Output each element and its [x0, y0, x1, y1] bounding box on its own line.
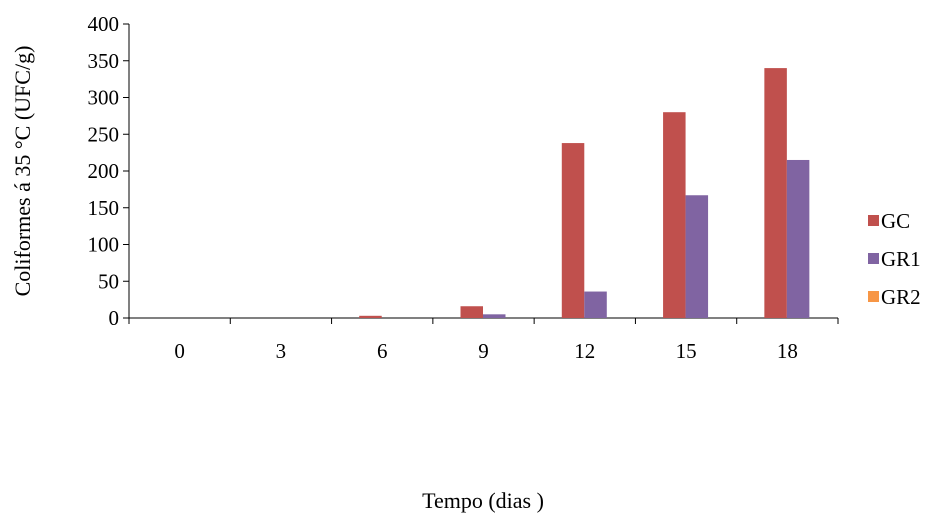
x-tick-label: 0: [174, 339, 185, 363]
legend-label-gr2: GR2: [881, 285, 921, 309]
x-tick-label: 18: [777, 339, 798, 363]
bar-gc-9: [460, 306, 483, 318]
bar-gr1-15: [685, 195, 709, 318]
axis-labels: Tempo (dias ) Coliformes á 35 °C (UFC/g): [10, 46, 544, 513]
y-tick-label: 0: [109, 306, 120, 330]
legend-swatch-gr1: [868, 253, 879, 264]
bar-gc-15: [663, 112, 686, 318]
bars: [359, 68, 810, 318]
y-tick-label: 100: [88, 233, 120, 257]
bar-gr1-18: [786, 159, 810, 318]
y-tick-label: 300: [88, 86, 120, 110]
legend-label-gr1: GR1: [881, 247, 921, 271]
bar-gc-12: [561, 143, 585, 318]
legend: GC GR1 GR2: [868, 209, 921, 309]
legend-swatch-gr2: [868, 291, 879, 302]
x-tick-label: 9: [478, 339, 489, 363]
legend-swatch-gc: [868, 215, 879, 226]
axes: 0 50 100 150 200 250 300 350 400 0 3 6 9 12 15 18: [88, 12, 839, 363]
x-tick-label: 3: [276, 339, 287, 363]
bar-gr1-12: [584, 291, 607, 318]
y-axis-title: Coliformes á 35 °C (UFC/g): [10, 46, 35, 297]
x-tick-label: 12: [574, 339, 595, 363]
y-tick-label: 150: [88, 196, 120, 220]
y-tick-label: 50: [98, 269, 119, 293]
legend-label-gc: GC: [881, 209, 910, 233]
y-tick-label: 200: [88, 159, 120, 183]
x-tick-label: 15: [676, 339, 697, 363]
x-tick-label: 6: [377, 339, 388, 363]
bar-gc-18: [764, 68, 787, 318]
bar-gr1-9: [483, 314, 506, 318]
y-tick-label: 350: [88, 49, 120, 73]
y-tick-label: 250: [88, 122, 120, 146]
x-axis-title: Tempo (dias ): [422, 488, 544, 513]
bar-gc-6: [359, 315, 382, 318]
y-tick-label: 400: [88, 12, 120, 36]
